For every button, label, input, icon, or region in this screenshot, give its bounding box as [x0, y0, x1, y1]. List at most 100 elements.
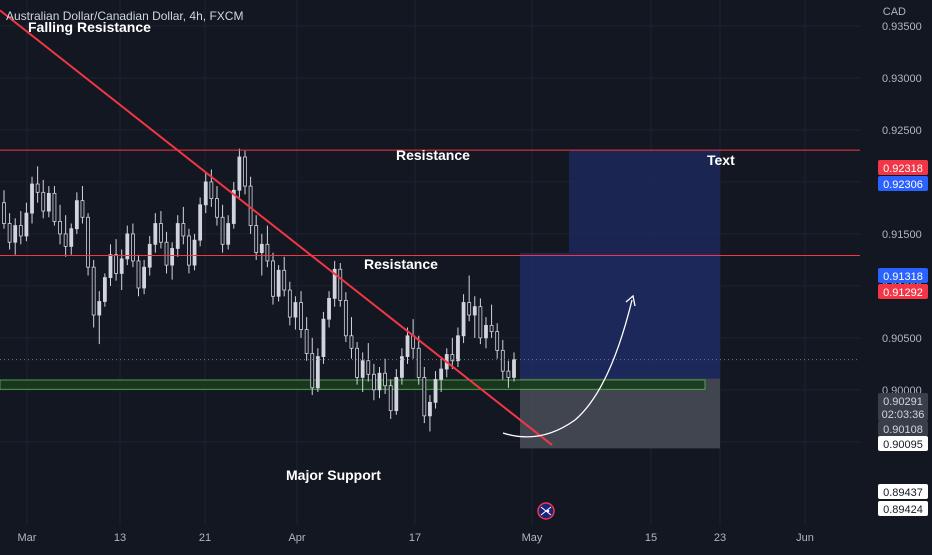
candle-body: [187, 235, 191, 266]
zone-layer: [0, 150, 720, 449]
candle-body: [215, 198, 219, 218]
price-badge-value: 0.89437: [883, 487, 923, 499]
candle-body: [405, 335, 410, 357]
text-annotation: Text: [707, 152, 735, 168]
time-tick-label: 17: [409, 532, 421, 544]
price-badge-gray: [878, 421, 928, 436]
candle-body: [321, 318, 326, 357]
axis-layer: 0.935000.930000.925000.920000.915000.910…: [18, 21, 928, 544]
candle-layer: [2, 148, 516, 432]
candle-body: [338, 268, 343, 301]
candle-body: [69, 228, 74, 247]
candle-body: [512, 359, 516, 378]
candle-body: [271, 260, 275, 297]
candle-body: [46, 192, 51, 212]
candle-body: [456, 335, 460, 362]
candle-body: [315, 356, 320, 389]
target-zone-upper: [569, 150, 720, 253]
resistance-label-upper: Resistance: [396, 147, 470, 163]
candle-body: [299, 302, 303, 330]
candle-body: [80, 200, 85, 218]
candle-body: [136, 260, 141, 289]
candle-body: [472, 306, 477, 316]
candle-body: [7, 223, 12, 243]
candle-body: [35, 183, 40, 193]
price-badge-value: 0.90291: [883, 396, 923, 408]
candle-body: [237, 156, 242, 191]
candle-body: [13, 225, 18, 243]
time-tick-label: 15: [645, 532, 657, 544]
time-tick-label: May: [522, 532, 543, 544]
candle-body: [310, 353, 315, 389]
candle-body: [209, 181, 214, 199]
price-badge-value: 0.92318: [883, 163, 923, 175]
candle-body: [439, 368, 444, 380]
price-tick-label: 0.92500: [882, 125, 922, 137]
candle-body: [500, 349, 505, 372]
price-badge-gray: [878, 393, 928, 421]
price-badge-blue: [878, 268, 928, 283]
australia-flag-icon: [537, 502, 555, 520]
resistance-label-lower: Resistance: [364, 256, 438, 272]
falling-resistance-trendline: [0, 9, 553, 446]
candle-body: [343, 300, 348, 337]
time-tick-label: Mar: [18, 532, 37, 544]
candle-body: [422, 376, 427, 417]
candle-body: [159, 223, 163, 243]
candle-body: [125, 233, 130, 260]
stop-zone: [520, 378, 720, 449]
candle-body: [265, 243, 270, 262]
price-badge-white: [878, 501, 928, 516]
candle-body: [428, 401, 432, 417]
candle-body: [461, 302, 466, 337]
candle-body: [41, 191, 46, 212]
candle-body: [198, 204, 203, 241]
price-badge-value: 0.89424: [883, 504, 923, 516]
candle-body: [74, 200, 79, 230]
candle-body: [24, 212, 29, 237]
candle-body: [97, 301, 102, 316]
candle-body: [400, 356, 404, 378]
candle-body: [243, 156, 247, 187]
candle-body: [388, 385, 393, 412]
candle-body: [119, 258, 124, 274]
symbol-title[interactable]: Australian Dollar/Canadian Dollar, 4h, F…: [6, 9, 244, 23]
candle-body: [467, 302, 472, 316]
candle-body: [52, 192, 57, 222]
projection-arrow: [502, 299, 633, 438]
price-tick-label: 0.93000: [882, 73, 922, 85]
price-badge-value: 0.91318: [883, 271, 923, 283]
candle-body: [383, 372, 387, 387]
candle-body: [2, 202, 6, 224]
candle-body: [102, 277, 107, 302]
candle-body: [226, 223, 231, 245]
candle-body: [450, 354, 455, 362]
time-tick-label: 23: [714, 532, 726, 544]
candle-body: [203, 181, 208, 206]
support-zone: [0, 379, 706, 390]
candle-body: [192, 239, 197, 266]
currency-label: CAD: [882, 6, 906, 18]
candle-body: [86, 216, 90, 268]
price-badge-red: [878, 160, 928, 175]
price-badge-white: [878, 436, 928, 451]
price-badge-red: [878, 284, 928, 299]
candle-body: [506, 370, 511, 378]
candle-body: [495, 331, 500, 351]
candle-body: [142, 266, 147, 289]
time-tick-label: Jun: [796, 532, 814, 544]
candle-body: [366, 360, 371, 375]
candle-body: [371, 373, 376, 391]
candle-body: [394, 376, 399, 412]
candle-body: [170, 248, 175, 266]
candle-body: [131, 233, 135, 262]
candle-body: [259, 243, 264, 254]
candle-body: [287, 289, 292, 318]
candle-body: [377, 372, 382, 391]
candle-body: [433, 379, 438, 403]
candle-body: [276, 269, 281, 297]
price-badge-white: [878, 484, 928, 499]
candle-body: [58, 221, 62, 235]
